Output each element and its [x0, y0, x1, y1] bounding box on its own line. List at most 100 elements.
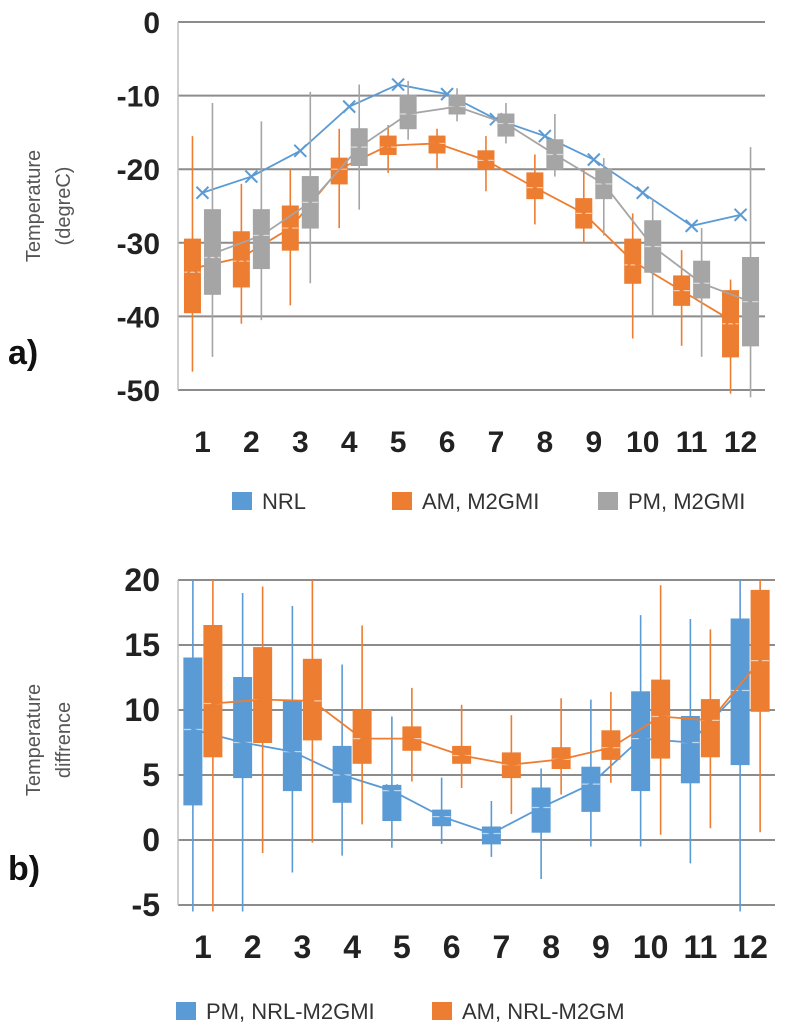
mean-marker — [479, 153, 493, 168]
y-axis-label-line: Temperature — [23, 150, 45, 262]
marker-stroke — [584, 777, 598, 791]
legend-item: NRL — [232, 489, 306, 514]
marker-stroke — [743, 294, 758, 309]
marker-stroke — [554, 752, 568, 767]
mean-marker — [597, 177, 611, 191]
mean-marker — [633, 731, 648, 746]
y-tick-label: 0 — [142, 822, 160, 858]
mean-marker — [636, 186, 650, 200]
mean-marker — [733, 683, 747, 698]
box — [526, 172, 544, 200]
x-tick-label: 6 — [439, 426, 456, 459]
mean-marker — [205, 247, 220, 261]
x-tick-label: 7 — [488, 426, 505, 459]
x-tick-label: 9 — [592, 929, 610, 965]
box — [252, 209, 270, 270]
series-am-nrl-m2gm — [203, 580, 770, 912]
x-tick-label: 11 — [683, 929, 717, 965]
marker-stroke — [185, 261, 200, 276]
marker-stroke — [205, 247, 220, 261]
marker-stroke — [430, 136, 444, 151]
x-tick-label: 8 — [537, 426, 554, 459]
mean-marker — [646, 239, 660, 254]
marker-stroke — [484, 826, 499, 841]
mean-marker — [703, 713, 718, 728]
marker-stroke — [195, 186, 210, 200]
mean-marker — [285, 744, 300, 759]
series-pm-m2gmi — [203, 80, 760, 398]
marker-stroke — [653, 709, 668, 724]
legend-swatch — [232, 492, 252, 510]
mean-marker — [244, 169, 259, 184]
marker-stroke — [305, 694, 320, 708]
legend-item: PM, M2GMI — [598, 489, 745, 514]
legend-label: PM, NRL-M2GMI — [206, 999, 375, 1024]
mean-marker — [234, 250, 249, 265]
x-tick-label: 4 — [341, 426, 358, 459]
box — [693, 260, 711, 299]
x-tick-label: 5 — [390, 426, 407, 459]
marker-stroke — [206, 696, 220, 711]
mean-marker — [235, 735, 250, 750]
marker-stroke — [342, 99, 356, 114]
marker-stroke — [577, 206, 591, 221]
legend-label: AM, NRL-M2GM — [462, 999, 625, 1024]
mean-marker — [293, 144, 307, 158]
marker-stroke — [723, 313, 738, 327]
mean-marker — [587, 152, 601, 167]
marker-stroke — [385, 783, 399, 798]
x-tick-label: 2 — [243, 426, 260, 459]
mean-marker — [434, 809, 449, 824]
marker-stroke — [293, 144, 307, 158]
mean-marker — [499, 116, 513, 131]
box — [750, 589, 770, 712]
y-axis-label-line: Temperature — [23, 684, 45, 796]
x-tick-label: 12 — [732, 929, 768, 965]
y-tick-label: 15 — [124, 627, 160, 663]
mean-marker — [683, 735, 698, 750]
box — [352, 709, 372, 764]
y-tick-label: 0 — [143, 7, 160, 40]
mean-marker — [534, 800, 548, 815]
marker-stroke — [450, 99, 464, 114]
x-tick-label: 1 — [194, 929, 212, 965]
mean-marker — [206, 696, 220, 711]
x-tick-label: 11 — [676, 426, 708, 459]
marker-stroke — [454, 748, 469, 763]
series-am-m2gmi — [183, 125, 740, 394]
mean-line — [192, 689, 741, 835]
y-tick-label: -10 — [117, 81, 160, 114]
marker-stroke — [733, 208, 748, 222]
marker-stroke — [683, 735, 698, 750]
marker-stroke — [405, 731, 419, 746]
marker-stroke — [235, 735, 250, 750]
marker-stroke — [703, 713, 718, 728]
legend-swatch — [432, 1002, 452, 1020]
box — [651, 679, 671, 759]
series-pm-nrl-m2gmi — [183, 580, 750, 912]
marker-stroke — [604, 740, 618, 755]
marker-stroke — [674, 283, 689, 298]
x-tick-label: 12 — [724, 426, 757, 459]
x-tick-label: 6 — [443, 929, 461, 965]
marker-stroke — [633, 731, 648, 746]
legend-swatch — [598, 492, 618, 510]
marker-stroke — [587, 152, 601, 167]
mean-marker — [391, 77, 405, 92]
box — [399, 95, 417, 130]
mean-marker — [584, 777, 598, 791]
marker-stroke — [401, 107, 415, 121]
legend-label: NRL — [262, 489, 306, 514]
box — [601, 730, 621, 760]
mean-marker — [548, 147, 562, 162]
mean-marker — [405, 731, 419, 746]
marker-stroke — [381, 138, 395, 153]
y-tick-label: 5 — [142, 757, 160, 793]
marker-stroke — [534, 800, 548, 815]
marker-stroke — [244, 169, 259, 184]
x-tick-label: 4 — [343, 929, 361, 965]
box — [253, 647, 273, 743]
marker-stroke — [440, 87, 454, 101]
y-axis-label: Temperature (degreC) — [23, 150, 75, 262]
panel-label: b) — [8, 850, 40, 888]
